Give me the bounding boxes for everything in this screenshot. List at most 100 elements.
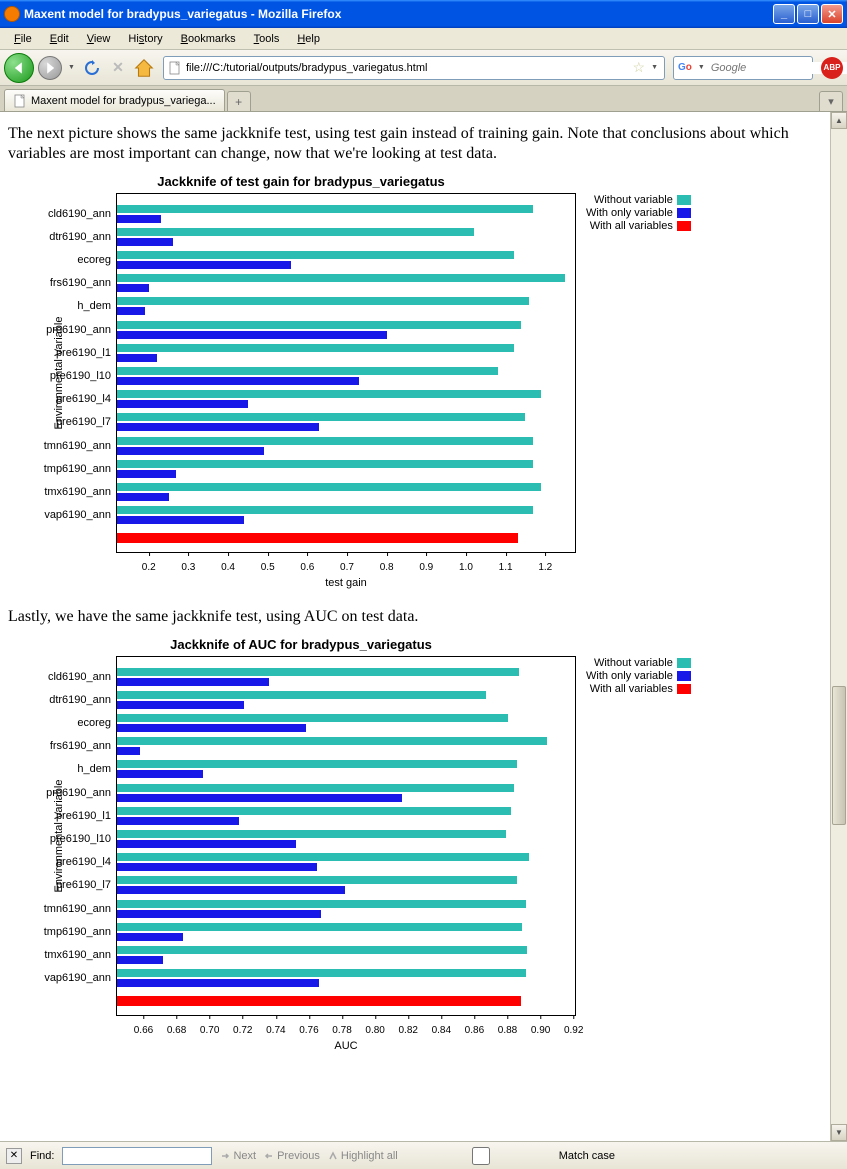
url-bar[interactable]: ☆ ▼ xyxy=(163,56,665,80)
bar-only xyxy=(117,724,306,732)
x-tick: 0.7 xyxy=(340,552,354,573)
adblock-icon[interactable]: ABP xyxy=(821,57,843,79)
page-content: The next picture shows the same jackknif… xyxy=(0,112,830,1141)
bar-only xyxy=(117,701,244,709)
variable-label: cld6190_ann xyxy=(48,671,117,683)
variable-label: vap6190_ann xyxy=(44,509,117,521)
bar-only xyxy=(117,377,359,385)
bookmark-star-icon[interactable]: ☆ xyxy=(633,59,646,76)
bar-without xyxy=(117,205,533,213)
vertical-scrollbar[interactable]: ▲ ▼ xyxy=(830,112,847,1141)
window-titlebar: Maxent model for bradypus_variegatus - M… xyxy=(0,0,847,28)
tab-list-button[interactable]: ▾ xyxy=(819,91,843,111)
bar-without xyxy=(117,344,514,352)
search-engine-dropdown[interactable]: ▼ xyxy=(696,64,707,71)
tab-strip: Maxent model for bradypus_variega... + ▾ xyxy=(0,86,847,112)
bar-only xyxy=(117,470,176,478)
bar-without xyxy=(117,876,517,884)
bar-without xyxy=(117,900,526,908)
x-tick: 0.6 xyxy=(300,552,314,573)
bar-only xyxy=(117,307,145,315)
bar-without xyxy=(117,760,517,768)
url-dropdown[interactable]: ▼ xyxy=(649,64,660,71)
bar-without xyxy=(117,807,511,815)
x-tick: 0.2 xyxy=(142,552,156,573)
chart-title: Jackknife of test gain for bradypus_vari… xyxy=(26,174,576,189)
bar-only xyxy=(117,516,244,524)
bar-only xyxy=(117,400,248,408)
history-dropdown[interactable]: ▼ xyxy=(66,64,77,71)
maximize-button[interactable]: □ xyxy=(797,4,819,24)
reload-button[interactable] xyxy=(81,57,103,79)
legend-item-without: Without variable xyxy=(586,194,691,206)
search-bar[interactable]: Go ▼ xyxy=(673,56,813,80)
bar-only xyxy=(117,886,345,894)
x-tick: 0.5 xyxy=(261,552,275,573)
find-close-button[interactable]: ✕ xyxy=(6,1148,22,1164)
tab-active[interactable]: Maxent model for bradypus_variega... xyxy=(4,89,225,111)
new-tab-button[interactable]: + xyxy=(227,91,251,111)
legend-item-all: With all variables xyxy=(586,683,691,695)
find-highlight-button[interactable]: Highlight all xyxy=(328,1150,398,1162)
menu-tools[interactable]: Tools xyxy=(246,31,288,47)
x-tick: 0.88 xyxy=(498,1015,517,1036)
find-input[interactable] xyxy=(62,1147,212,1165)
variable-label: pre6190_ann xyxy=(46,787,117,799)
x-tick: 1.2 xyxy=(538,552,552,573)
variable-label: ecoreg xyxy=(77,717,117,729)
menu-history[interactable]: History xyxy=(120,31,170,47)
x-tick: 0.70 xyxy=(200,1015,219,1036)
variable-label: pre6190_l4 xyxy=(56,856,117,868)
bar-without xyxy=(117,367,498,375)
tab-title: Maxent model for bradypus_variega... xyxy=(31,95,216,107)
scroll-track[interactable] xyxy=(831,129,847,1124)
bar-only xyxy=(117,447,264,455)
minimize-button[interactable]: _ xyxy=(773,4,795,24)
find-previous-button[interactable]: Previous xyxy=(264,1150,320,1162)
x-tick: 0.68 xyxy=(167,1015,186,1036)
bar-all xyxy=(117,533,518,543)
menu-edit[interactable]: Edit xyxy=(42,31,77,47)
bar-only xyxy=(117,910,321,918)
bar-without xyxy=(117,969,526,977)
chart-title: Jackknife of AUC for bradypus_variegatus xyxy=(26,637,576,652)
bar-only xyxy=(117,331,387,339)
x-tick: 1.1 xyxy=(499,552,513,573)
bar-without xyxy=(117,853,529,861)
menu-help[interactable]: Help xyxy=(289,31,328,47)
variable-label: tmn6190_ann xyxy=(44,903,117,915)
bar-without xyxy=(117,413,525,421)
bar-without xyxy=(117,506,533,514)
stop-button[interactable]: ✕ xyxy=(107,57,129,79)
find-next-button[interactable]: Next xyxy=(220,1150,256,1162)
variable-label: tmp6190_ann xyxy=(44,463,117,475)
variable-label: tmp6190_ann xyxy=(44,926,117,938)
forward-button[interactable] xyxy=(38,56,62,80)
home-button[interactable] xyxy=(133,57,155,79)
bar-only xyxy=(117,284,149,292)
menu-file[interactable]: File xyxy=(6,31,40,47)
legend-item-only: With only variable xyxy=(586,207,691,219)
x-tick: 0.92 xyxy=(564,1015,583,1036)
tab-page-icon xyxy=(13,94,27,108)
menu-view[interactable]: View xyxy=(79,31,119,47)
x-tick: 0.74 xyxy=(266,1015,285,1036)
x-tick: 0.9 xyxy=(419,552,433,573)
variable-label: pre6190_l4 xyxy=(56,393,117,405)
x-tick: 0.86 xyxy=(465,1015,484,1036)
back-button[interactable] xyxy=(4,53,34,83)
legend-item-only: With only variable xyxy=(586,670,691,682)
url-input[interactable] xyxy=(186,62,629,74)
bar-without xyxy=(117,784,514,792)
x-axis-label: test gain xyxy=(116,577,576,589)
x-axis-label: AUC xyxy=(116,1040,576,1052)
variable-label: cld6190_ann xyxy=(48,208,117,220)
close-button[interactable]: ✕ xyxy=(821,4,843,24)
x-tick: 0.72 xyxy=(233,1015,252,1036)
find-matchcase-checkbox[interactable]: Match case xyxy=(406,1147,615,1165)
scroll-up-button[interactable]: ▲ xyxy=(831,112,847,129)
scroll-thumb[interactable] xyxy=(832,686,846,825)
scroll-down-button[interactable]: ▼ xyxy=(831,1124,847,1141)
menu-bookmarks[interactable]: Bookmarks xyxy=(173,31,244,47)
paragraph-1: The next picture shows the same jackknif… xyxy=(8,124,822,164)
